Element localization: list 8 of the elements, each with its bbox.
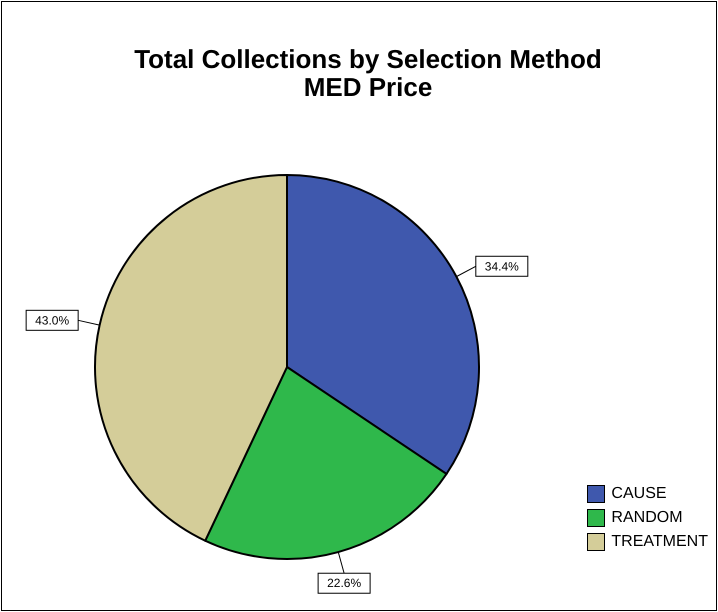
chart-subtitle: MED Price bbox=[302, 72, 434, 102]
data-label: 43.0% bbox=[35, 313, 70, 328]
legend-label: RANDOM bbox=[611, 509, 683, 527]
data-label: 22.6% bbox=[327, 576, 362, 590]
data-label: 34.4% bbox=[484, 259, 520, 274]
chart-title: Total Collections by Selection Method bbox=[133, 44, 603, 74]
legend-label: CAUSE bbox=[611, 485, 667, 503]
legend-label: TREATMENT bbox=[611, 533, 708, 551]
